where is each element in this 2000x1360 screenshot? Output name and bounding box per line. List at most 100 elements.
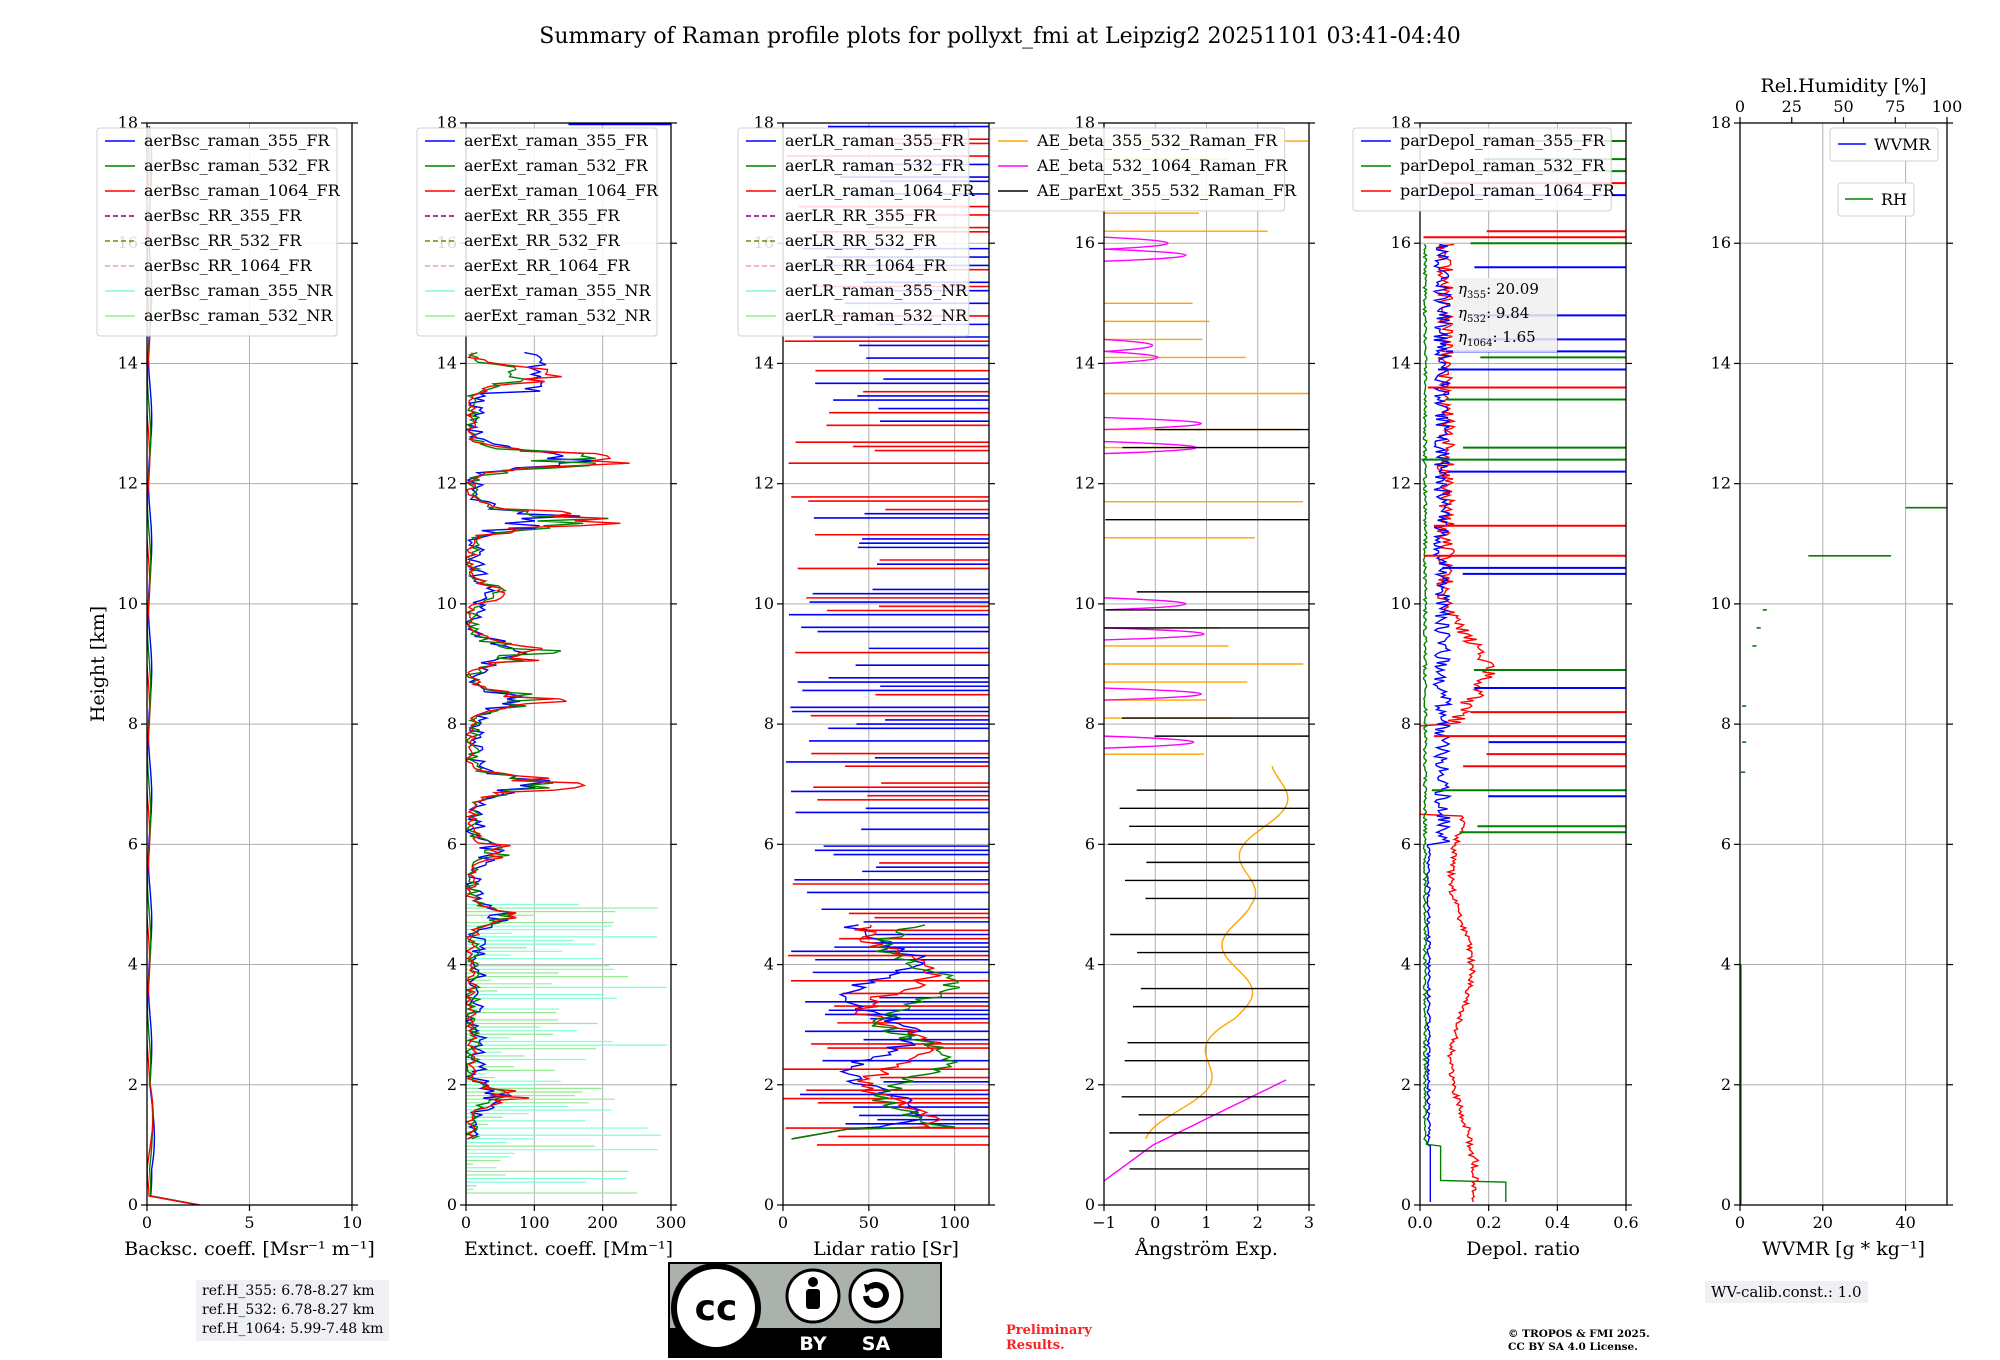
depol-annotations: η355: 20.09 η532: 9.84 η1064: 1.65	[1453, 278, 1557, 352]
x-tick-label: 1	[1201, 1213, 1211, 1232]
axes-frame	[465, 122, 672, 1206]
y-tick-label: 12	[754, 474, 774, 493]
legend-label: aerBsc_RR_532_FR	[144, 231, 302, 250]
x2-tick-label: 25	[1782, 97, 1802, 116]
y-tick-label: 10	[1711, 594, 1731, 613]
x-tick-label: −1	[1092, 1213, 1116, 1232]
legend-rh: RH	[1837, 182, 1915, 217]
x2-tick-label: 0	[1735, 97, 1745, 116]
y-tick-label: 6	[1085, 834, 1095, 853]
y-tick-label: 10	[437, 594, 457, 613]
y-tick-label: 6	[128, 834, 138, 853]
legend-label: aerBsc_raman_532_FR	[144, 156, 330, 175]
legend-label: aerExt_raman_1064_FR	[464, 181, 659, 200]
preliminary-note: Preliminary Results.	[1006, 1323, 1092, 1353]
ae-magenta-loop	[1104, 687, 1202, 701]
y-tick-label: 10	[1075, 594, 1095, 613]
ae-magenta-loop	[1104, 627, 1205, 641]
depol-green-series	[1422, 243, 1507, 1202]
depol-red-series	[1420, 243, 1496, 1203]
y-tick-label: 6	[1401, 834, 1411, 853]
ext-series-0	[466, 351, 598, 1140]
y-tick-label: 2	[1401, 1075, 1411, 1094]
y-tick-label: 6	[764, 834, 774, 853]
legend-label: aerLR_raman_1064_FR	[785, 181, 975, 200]
y-tick-label: 14	[437, 353, 457, 372]
wv-calib-box: WV-calib.const.: 1.0	[1705, 1281, 1868, 1303]
y-tick-label: 4	[1721, 955, 1731, 974]
legend-label: aerBsc_RR_355_FR	[144, 206, 302, 225]
ae-magenta-loop	[1104, 236, 1169, 250]
x-tick-label: 0.2	[1476, 1213, 1501, 1232]
x-tick-label: 200	[587, 1213, 618, 1232]
y-tick-label: 0	[128, 1195, 138, 1214]
x-tick-label: 0.0	[1407, 1213, 1432, 1232]
legend-label: aerBsc_RR_1064_FR	[144, 256, 313, 275]
cc-by-sa-badge: cc BY SA	[668, 1262, 942, 1358]
y-tick-label: 2	[1721, 1075, 1731, 1094]
lr-lines	[783, 125, 989, 1146]
axes-wvmr: 0 20 40 0 2 4 6 8 10 12 14 16 18 WVMR [g * kg⁻¹]	[1711, 113, 1953, 1260]
y-tick-label: 18	[1711, 113, 1731, 132]
axes-frame	[146, 122, 353, 1206]
y-tick-label: 10	[1391, 594, 1411, 613]
legend-label: aerBsc_raman_355_FR	[144, 131, 330, 150]
y-tick-label: 18	[1075, 113, 1095, 132]
preliminary-line2: Results.	[1006, 1338, 1065, 1353]
y-tick-label: 4	[1401, 955, 1411, 974]
x-tick-label: 0.6	[1613, 1213, 1638, 1232]
x2-tick-label: 100	[1932, 97, 1963, 116]
legend-label: aerBsc_raman_532_NR	[144, 306, 333, 325]
refh-1064: ref.H_1064: 5.99-7.48 km	[202, 1321, 384, 1337]
y-tick-label: 4	[447, 955, 457, 974]
ext-lines	[466, 123, 671, 1194]
copyright-line1: © TROPOS & FMI 2025.	[1508, 1328, 1650, 1340]
ae-magenta-loop	[1104, 350, 1159, 365]
legend-label: aerExt_raman_532_NR	[464, 306, 652, 325]
y-tick-label: 2	[128, 1075, 138, 1094]
x-axis-label: Lidar ratio [Sr]	[813, 1238, 959, 1260]
rh-top-axis: 0 25 50 75 100 Rel.Humidity [%]	[1735, 75, 1962, 123]
y-tick-label: 18	[754, 113, 774, 132]
y-tick-label: 16	[1391, 233, 1411, 252]
y-tick-label: 16	[1075, 233, 1095, 252]
legend-label: aerExt_RR_1064_FR	[464, 256, 631, 275]
y-tick-label: 18	[437, 113, 457, 132]
y-tick-label: 14	[1711, 353, 1731, 372]
refh-532: ref.H_532: 6.78-8.27 km	[202, 1302, 375, 1318]
x-axis-label: WVMR [g * kg⁻¹]	[1762, 1238, 1925, 1260]
legend-label: parDepol_raman_355_FR	[1400, 131, 1606, 150]
y-tick-label: 10	[754, 594, 774, 613]
sa-icon	[848, 1268, 904, 1324]
x-tick-label: 0	[778, 1213, 788, 1232]
y-tick-label: 6	[1721, 834, 1731, 853]
y-tick-label: 0	[1085, 1195, 1095, 1214]
legend-angstrom: AE_beta_355_532_Raman_FR AE_beta_532_1064…	[989, 127, 1297, 212]
x-tick-label: 50	[859, 1213, 879, 1232]
ae-magenta-loop	[1104, 735, 1195, 749]
legend-label: aerBsc_raman_1064_FR	[144, 181, 341, 200]
x-tick-label: 300	[656, 1213, 687, 1232]
legend-label: AE_parExt_355_532_Raman_FR	[1036, 181, 1297, 200]
x-tick-label: 20	[1813, 1213, 1833, 1232]
eta-annotation: η1064: 1.65	[1458, 328, 1536, 349]
x-tick-label: 40	[1895, 1213, 1915, 1232]
legend-label: AE_beta_532_1064_Raman_FR	[1036, 156, 1288, 175]
legend-label: RH	[1881, 190, 1907, 209]
lr-series-2	[791, 924, 961, 1140]
depol-blue-series	[1425, 243, 1454, 1202]
legend-label: AE_beta_355_532_Raman_FR	[1036, 131, 1278, 150]
legend-label: aerExt_raman_532_FR	[464, 156, 649, 175]
figure-title: Summary of Raman profile plots for polly…	[539, 24, 1460, 49]
ae-magenta-loop	[1104, 416, 1202, 431]
badge-sa-text: SA	[862, 1333, 891, 1355]
axes-frame	[1419, 122, 1627, 1206]
x-tick-label: 0.4	[1545, 1213, 1570, 1232]
y-tick-label: 18	[118, 113, 138, 132]
y-tick-label: 0	[764, 1195, 774, 1214]
x-tick-label: 0	[461, 1213, 471, 1232]
legend-wvmr: WVMR	[1829, 127, 1939, 162]
preliminary-line1: Preliminary	[1006, 1323, 1092, 1338]
y-tick-label: 0	[1721, 1195, 1731, 1214]
